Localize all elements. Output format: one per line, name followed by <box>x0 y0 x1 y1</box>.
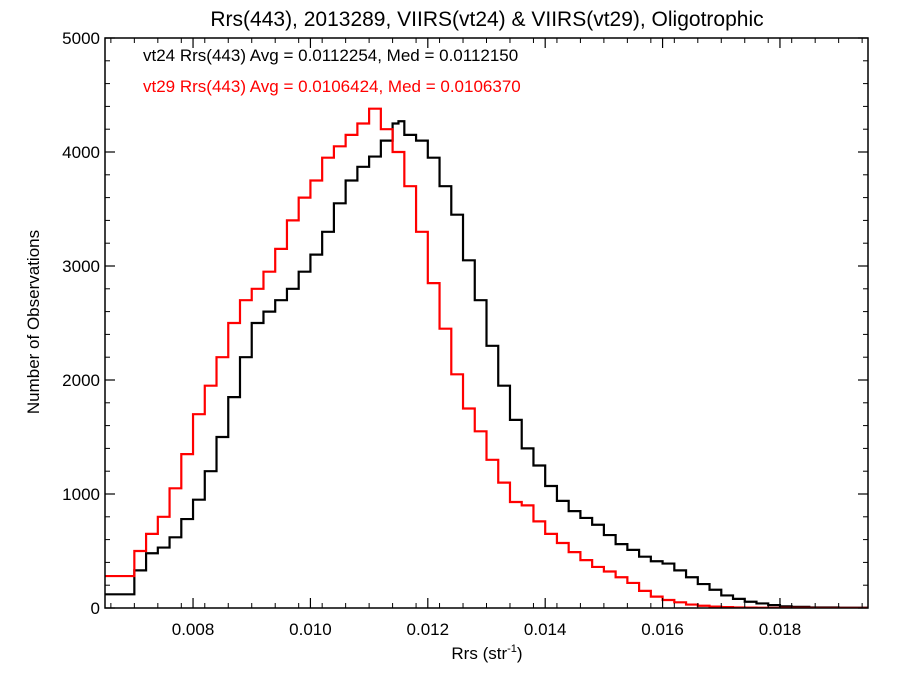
legend-entry-vt29: vt29 Rrs(443) Avg = 0.0106424, Med = 0.0… <box>143 77 521 96</box>
y-axis-label: Number of Observations <box>24 230 43 414</box>
y-tick-label: 3000 <box>62 257 100 276</box>
x-tick-label: 0.016 <box>641 620 684 639</box>
x-axis-label: Rrs (str-1) <box>451 643 522 663</box>
y-tick-label: 5000 <box>62 29 100 48</box>
series-line-0 <box>105 120 868 608</box>
legend-entry-vt24: vt24 Rrs(443) Avg = 0.0112254, Med = 0.0… <box>143 46 518 65</box>
x-tick-label: 0.010 <box>289 620 332 639</box>
y-tick-label: 0 <box>91 599 100 618</box>
x-tick-label: 0.008 <box>172 620 215 639</box>
y-tick-label: 1000 <box>62 485 100 504</box>
y-tick-label: 2000 <box>62 371 100 390</box>
x-tick-label: 0.018 <box>759 620 802 639</box>
x-tick-label: 0.014 <box>524 620 567 639</box>
chart-title: Rrs(443), 2013289, VIIRS(vt24) & VIIRS(v… <box>210 8 763 31</box>
series-line-1 <box>105 107 868 608</box>
axes: 0.008 0.010 0.012 0.014 0.016 0.018 0 1000 2000 3… <box>62 29 868 639</box>
y-tick-label: 4000 <box>62 143 100 162</box>
x-tick-label: 0.012 <box>407 620 450 639</box>
